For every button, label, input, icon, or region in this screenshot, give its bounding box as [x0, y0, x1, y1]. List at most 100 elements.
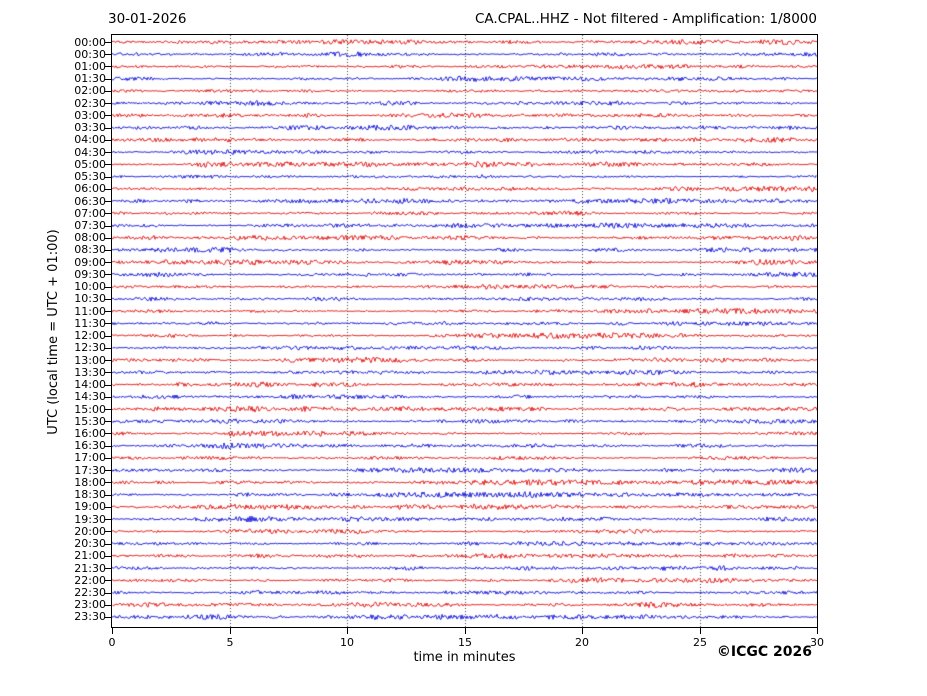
y-tick-mark	[105, 482, 111, 483]
y-tick-mark	[105, 311, 111, 312]
y-tick-label: 13:30	[74, 365, 106, 379]
x-tick-label: 20	[575, 636, 589, 649]
x-tick-label: 30	[810, 636, 824, 649]
y-tick-mark	[105, 103, 111, 104]
y-tick-mark	[105, 42, 111, 43]
y-tick-mark	[105, 593, 111, 594]
y-tick-label: 17:00	[74, 451, 106, 465]
y-tick-mark	[105, 605, 111, 606]
y-tick-mark	[105, 544, 111, 545]
y-tick-mark	[105, 177, 111, 178]
y-tick-mark	[105, 556, 111, 557]
y-tick-mark	[105, 140, 111, 141]
x-tick-mark	[230, 628, 231, 634]
y-tick-label: 23:00	[74, 598, 106, 612]
y-tick-label: 04:00	[74, 133, 106, 147]
y-tick-label: 06:30	[74, 194, 106, 208]
y-tick-label: 21:00	[74, 549, 106, 563]
x-tick-mark	[700, 628, 701, 634]
y-tick-label: 01:00	[74, 59, 106, 73]
x-tick-label: 15	[458, 636, 472, 649]
y-tick-mark	[105, 54, 111, 55]
x-tick-label: 5	[226, 636, 234, 649]
y-tick-mark	[105, 421, 111, 422]
y-tick-mark	[105, 274, 111, 275]
x-tick-mark	[465, 628, 466, 634]
y-tick-mark	[105, 519, 111, 520]
x-axis-label: time in minutes	[413, 650, 516, 665]
y-tick-mark	[105, 348, 111, 349]
y-tick-mark	[105, 495, 111, 496]
y-tick-mark	[105, 458, 111, 459]
y-tick-label: 19:00	[74, 500, 106, 514]
y-tick-label: 17:30	[74, 463, 106, 477]
y-tick-label: 19:30	[74, 512, 106, 526]
y-tick-label: 11:00	[74, 304, 106, 318]
y-tick-label: 16:00	[74, 426, 106, 440]
y-tick-mark	[105, 336, 111, 337]
y-tick-mark	[105, 580, 111, 581]
y-tick-mark	[105, 409, 111, 410]
x-tick-mark	[112, 628, 113, 634]
y-tick-mark	[105, 226, 111, 227]
x-tick-mark	[817, 628, 818, 634]
y-tick-mark	[105, 238, 111, 239]
y-tick-label: 20:30	[74, 537, 106, 551]
plot-frame	[111, 34, 818, 628]
y-tick-label: 02:00	[74, 84, 106, 98]
y-tick-mark	[105, 201, 111, 202]
x-tick-mark	[347, 628, 348, 634]
x-tick-label: 0	[108, 636, 116, 649]
seismogram-trace-canvas	[112, 35, 817, 627]
y-tick-mark	[105, 128, 111, 129]
y-tick-mark	[105, 568, 111, 569]
y-tick-label: 12:30	[74, 341, 106, 355]
date-title: 30-01-2026	[108, 11, 187, 27]
y-tick-label: 14:00	[74, 378, 106, 392]
y-tick-label: 09:30	[74, 267, 106, 281]
y-tick-label: 07:30	[74, 219, 106, 232]
y-tick-label: 08:00	[74, 231, 106, 245]
y-tick-mark	[105, 397, 111, 398]
y-tick-mark	[105, 213, 111, 214]
y-tick-label: 20:00	[74, 524, 106, 538]
y-tick-mark	[105, 323, 111, 324]
y-tick-mark	[105, 433, 111, 434]
y-tick-mark	[105, 250, 111, 251]
y-tick-mark	[105, 531, 111, 532]
copyright-text: ©ICGC 2026	[716, 644, 812, 660]
y-tick-label: 06:00	[74, 182, 106, 196]
station-title: CA.CPAL..HHZ - Not filtered - Amplificat…	[475, 11, 817, 27]
x-tick-mark	[582, 628, 583, 634]
y-tick-mark	[105, 66, 111, 67]
y-tick-label: 09:00	[74, 255, 106, 269]
y-tick-label: 23:30	[74, 610, 106, 624]
y-tick-mark	[105, 262, 111, 263]
y-tick-label: 21:30	[74, 561, 106, 575]
y-tick-label: 15:00	[74, 402, 106, 416]
y-tick-label: 00:00	[74, 35, 106, 49]
y-tick-label: 02:30	[74, 96, 106, 110]
y-tick-label: 08:30	[74, 243, 106, 257]
y-tick-label: 22:00	[74, 573, 106, 587]
y-tick-mark	[105, 152, 111, 153]
y-tick-label: 16:30	[74, 439, 106, 453]
y-tick-label: 00:30	[74, 47, 106, 61]
y-tick-label: 15:30	[74, 414, 106, 428]
y-tick-mark	[105, 299, 111, 300]
y-tick-label: 04:30	[74, 145, 106, 159]
y-tick-mark	[105, 79, 111, 80]
y-tick-label: 01:30	[74, 72, 106, 86]
y-tick-mark	[105, 446, 111, 447]
y-tick-mark	[105, 91, 111, 92]
y-tick-label: 05:00	[74, 157, 106, 171]
y-tick-label: 12:00	[74, 329, 106, 343]
y-tick-mark	[105, 385, 111, 386]
y-tick-label: 07:00	[74, 206, 106, 220]
y-tick-label: 03:00	[74, 108, 106, 122]
y-tick-mark	[105, 470, 111, 471]
y-tick-mark	[105, 287, 111, 288]
y-tick-label: 13:00	[74, 353, 106, 367]
y-tick-label: 10:30	[74, 292, 106, 306]
